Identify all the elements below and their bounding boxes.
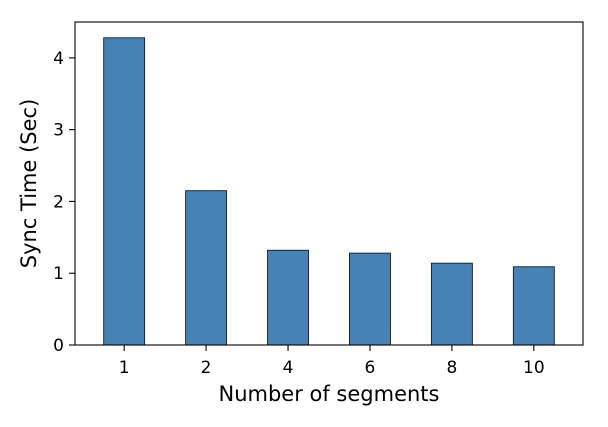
x-tick-label-1: 1 <box>119 358 130 378</box>
x-tick-label-8: 8 <box>446 358 457 378</box>
x-tick-label-2: 2 <box>201 358 212 378</box>
x-tick-label-4: 4 <box>283 358 294 378</box>
bars-layer <box>103 37 555 346</box>
x-axis-label: Number of segments <box>218 382 439 406</box>
y-tick-label-1: 1 <box>53 264 64 284</box>
y-ticks: 0 1 2 3 4 <box>53 49 75 356</box>
bar-6 <box>349 252 391 346</box>
plot-frame <box>74 21 584 346</box>
bar-4 <box>267 249 309 346</box>
bar-10 <box>512 266 555 346</box>
bar-8 <box>430 262 473 346</box>
x-tick-label-6: 6 <box>365 358 376 378</box>
y-axis-label: Sync Time (Sec) <box>17 99 41 269</box>
y-tick-label-3: 3 <box>53 121 64 141</box>
x-tick-label-10: 10 <box>523 358 545 378</box>
bar-1 <box>103 37 146 346</box>
x-ticks: 1 2 4 6 8 10 <box>119 345 545 378</box>
y-tick-label-0: 0 <box>53 336 64 356</box>
bar-2 <box>185 190 228 346</box>
y-tick-label-4: 4 <box>53 49 64 69</box>
y-tick-label-2: 2 <box>53 192 64 212</box>
